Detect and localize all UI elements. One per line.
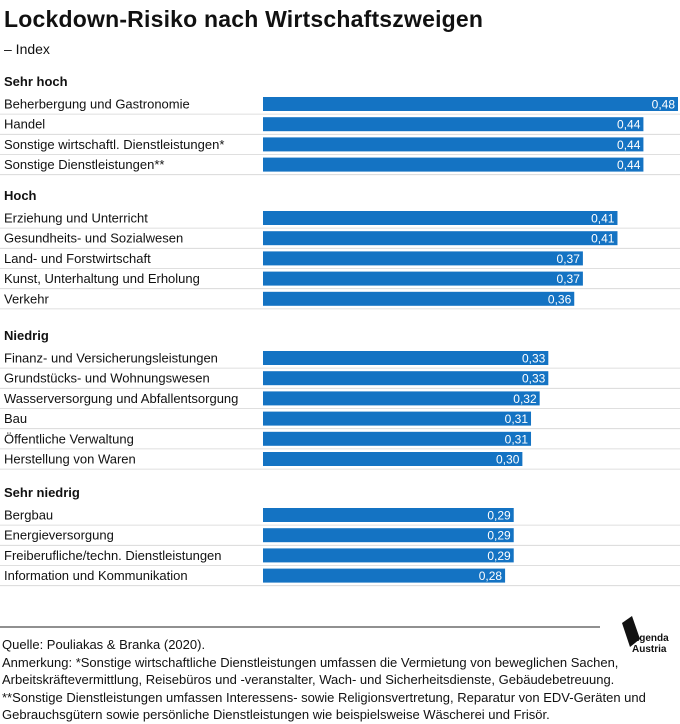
value-label: 0,44 <box>617 138 641 152</box>
category-label: Gesundheits- und Sozialwesen <box>4 231 183 246</box>
bar <box>263 157 644 172</box>
value-label: 0,41 <box>591 212 615 226</box>
bar <box>263 271 583 286</box>
note-line: Anmerkung: *Sonstige wirtschaftliche Die… <box>2 654 619 670</box>
chart-footer: Quelle: Pouliakas & Branka (2020). Anmer… <box>2 636 662 724</box>
note-line: Gebrauchsgütern sowie persönliche Dienst… <box>2 707 550 722</box>
group-header: Niedrig <box>4 328 49 343</box>
logo-text: Agenda Austria <box>632 633 669 655</box>
category-label: Energieversorgung <box>4 528 114 543</box>
category-label: Land- und Forstwirtschaft <box>4 251 151 266</box>
category-label: Grundstücks- und Wohnungswesen <box>4 371 210 386</box>
category-label: Freiberufliche/techn. Dienstleistungen <box>4 548 222 563</box>
value-label: 0,33 <box>522 352 546 366</box>
bar <box>263 291 575 306</box>
note-line: **Sonstige Dienstleistungen umfassen Int… <box>2 689 646 705</box>
category-label: Wasserversorgung und Abfallentsorgung <box>4 391 238 406</box>
bar <box>263 411 532 426</box>
bar <box>263 452 523 466</box>
bar <box>263 231 618 246</box>
bar <box>263 137 644 152</box>
bar <box>263 568 506 583</box>
chart-subtitle: – Index <box>4 41 50 57</box>
value-label: 0,36 <box>548 292 572 306</box>
source-text: Quelle: Pouliakas & Branka (2020). <box>2 637 206 652</box>
value-label: 0,29 <box>487 509 511 523</box>
bar <box>263 211 618 225</box>
note-line: Arbeitskräftevermittlung, Reisebüros und… <box>2 672 615 687</box>
bar <box>263 431 532 446</box>
category-label: Öffentliche Verwaltung <box>4 431 134 446</box>
bar <box>263 371 549 386</box>
bar <box>263 117 644 132</box>
category-label: Finanz- und Versicherungsleistungen <box>4 351 218 366</box>
category-label: Kunst, Unterhaltung und Erholung <box>4 271 200 286</box>
bar <box>263 548 514 563</box>
value-label: 0,28 <box>479 569 503 583</box>
category-label: Verkehr <box>4 291 49 306</box>
value-label: 0,31 <box>505 432 529 446</box>
value-label: 0,48 <box>652 98 676 112</box>
bar <box>263 351 549 365</box>
category-label: Bau <box>4 411 27 426</box>
category-label: Bergbau <box>4 508 53 523</box>
value-label: 0,37 <box>557 252 581 266</box>
value-label: 0,31 <box>505 412 529 426</box>
value-label: 0,30 <box>496 453 520 467</box>
category-label: Beherbergung und Gastronomie <box>4 97 190 112</box>
category-label: Sonstige Dienstleistungen** <box>4 157 164 172</box>
category-label: Erziehung und Unterricht <box>4 211 148 226</box>
bar <box>263 528 514 543</box>
value-label: 0,44 <box>617 158 641 172</box>
bar <box>263 97 678 111</box>
value-label: 0,41 <box>591 232 615 246</box>
bar <box>263 251 583 266</box>
category-label: Sonstige wirtschaftl. Dienstleistungen* <box>4 137 224 152</box>
agenda-austria-logo <box>622 616 640 647</box>
group-header: Sehr niedrig <box>4 485 80 500</box>
category-label: Information und Kommunikation <box>4 568 188 583</box>
group-header: Sehr hoch <box>4 74 68 89</box>
value-label: 0,32 <box>513 392 537 406</box>
value-label: 0,29 <box>487 529 511 543</box>
bar <box>263 391 540 406</box>
value-label: 0,29 <box>487 549 511 563</box>
value-label: 0,44 <box>617 118 641 132</box>
value-label: 0,33 <box>522 372 546 386</box>
chart-title: Lockdown-Risiko nach Wirtschaftszweigen <box>4 6 484 32</box>
category-label: Herstellung von Waren <box>4 452 136 467</box>
bar <box>263 508 514 522</box>
group-header: Hoch <box>4 188 37 203</box>
value-label: 0,37 <box>557 272 581 286</box>
category-label: Handel <box>4 117 45 132</box>
